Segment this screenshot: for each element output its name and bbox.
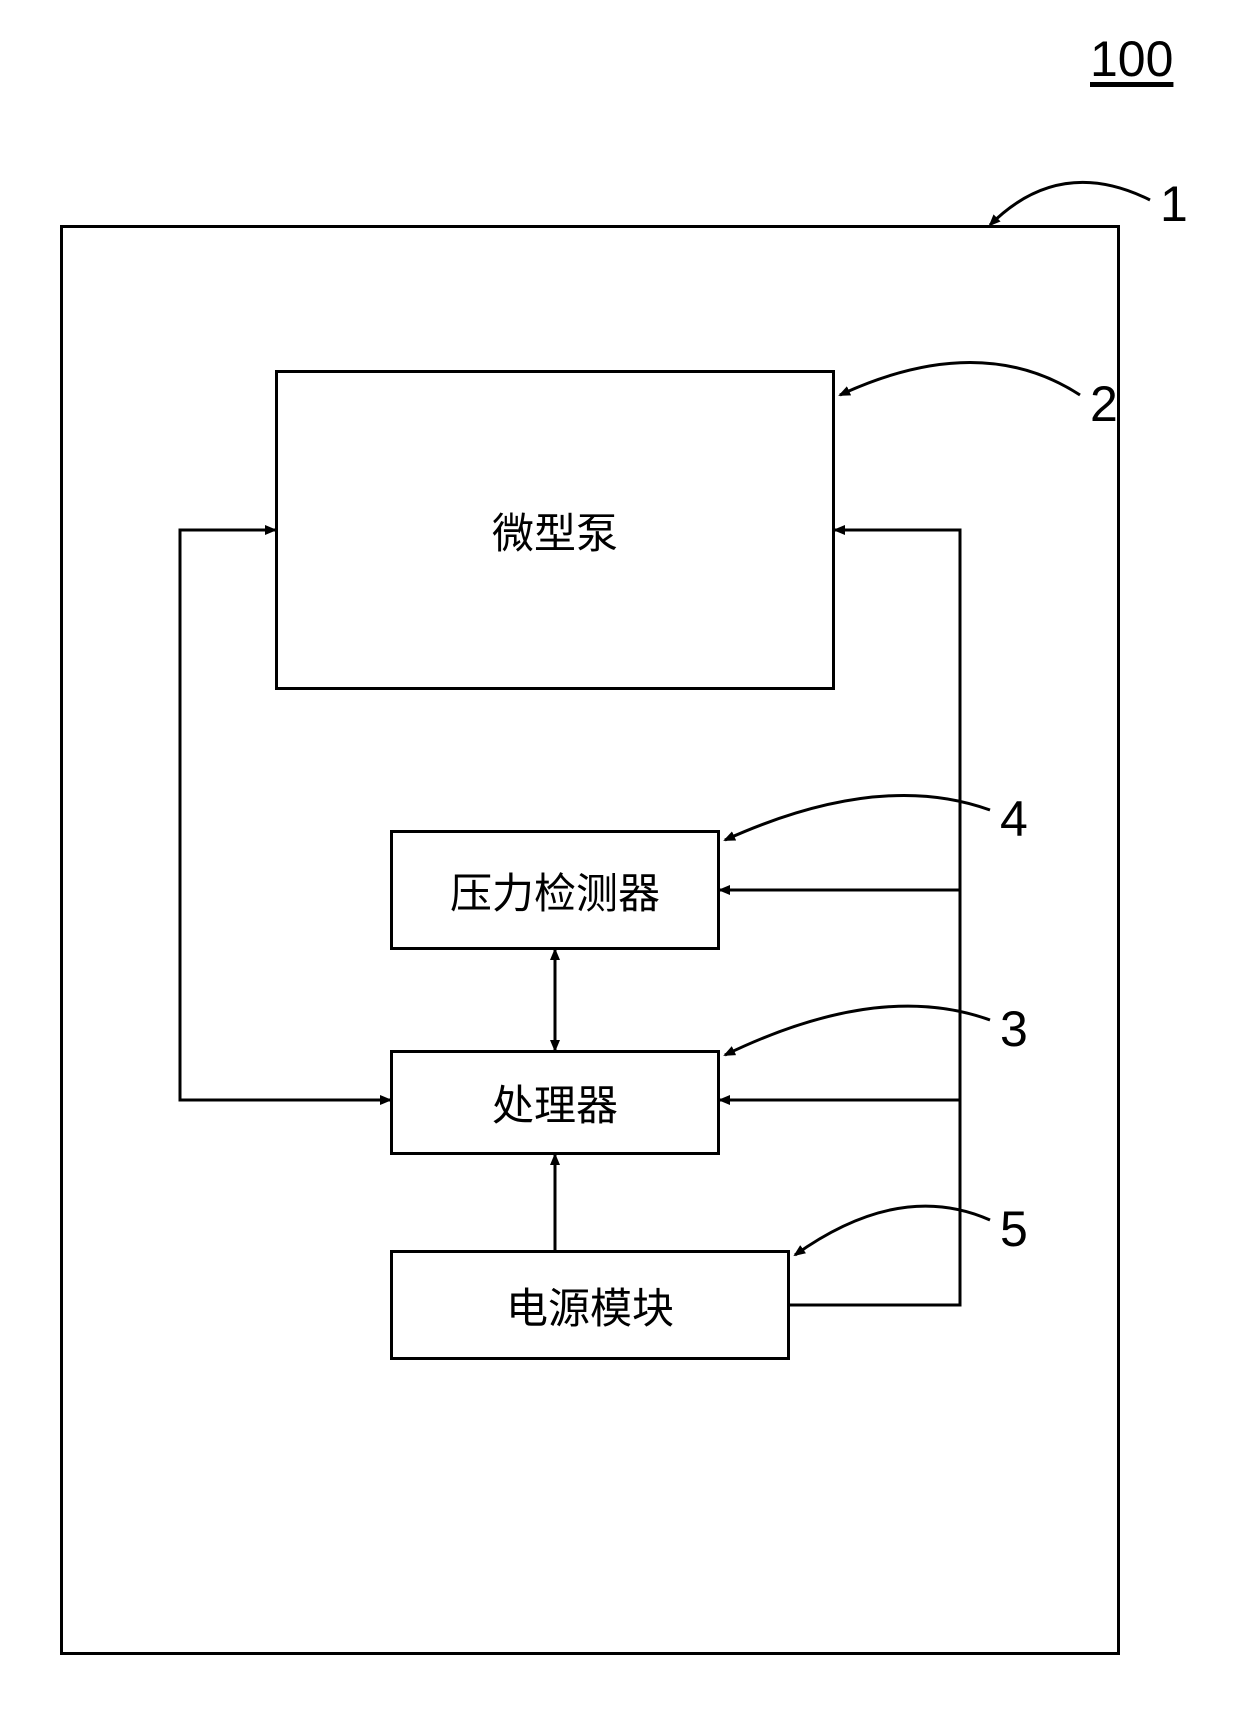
ref-1: 1 [1160, 175, 1188, 233]
pump-block: 微型泵 [275, 370, 835, 690]
processor-block: 处理器 [390, 1050, 720, 1155]
pressure-label: 压力检测器 [450, 860, 660, 921]
diagram-canvas: 100 微型泵 压力检测器 处理器 电源模块 1 2 4 3 5 [0, 0, 1240, 1718]
ref-2: 2 [1090, 375, 1118, 433]
ref-4: 4 [1000, 790, 1028, 848]
power-module-block: 电源模块 [390, 1250, 790, 1360]
ref-100: 100 [1090, 30, 1173, 88]
processor-label: 处理器 [492, 1072, 618, 1133]
pointer-to-1 [990, 182, 1150, 225]
ref-3: 3 [1000, 1000, 1028, 1058]
pump-label: 微型泵 [492, 500, 618, 561]
ref-5: 5 [1000, 1200, 1028, 1258]
pressure-detector-block: 压力检测器 [390, 830, 720, 950]
power-label: 电源模块 [506, 1275, 674, 1336]
